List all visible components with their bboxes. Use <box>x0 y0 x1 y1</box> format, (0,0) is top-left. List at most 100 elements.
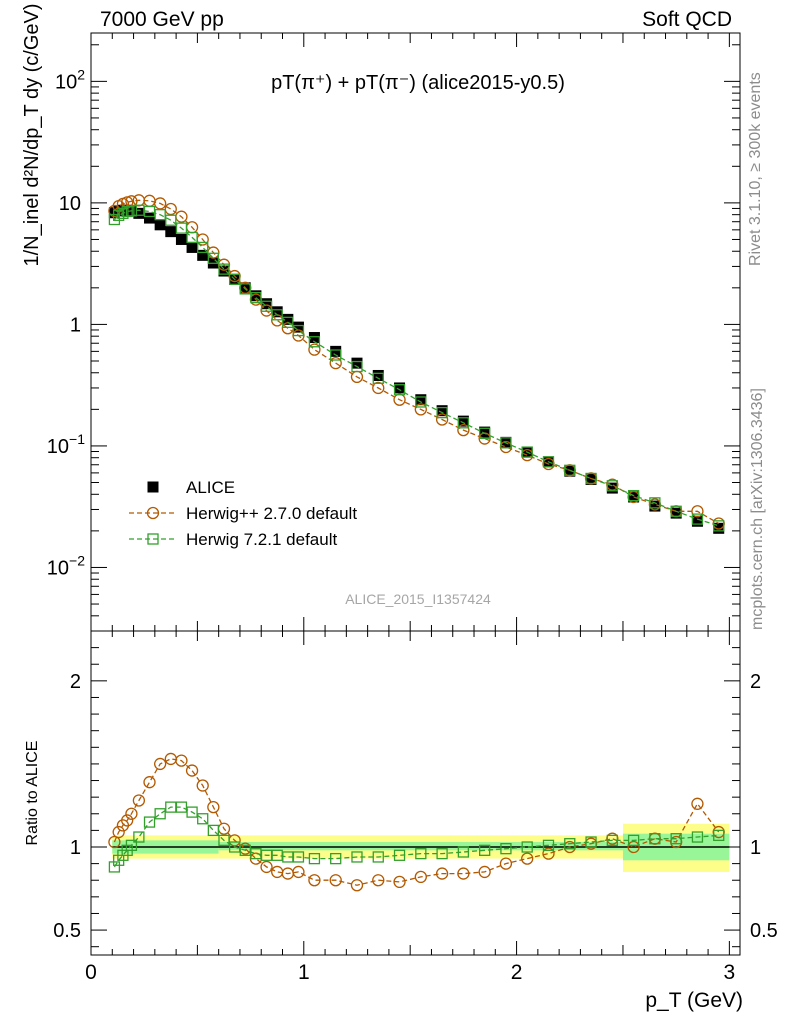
ratio-series-0-point <box>691 797 704 810</box>
x-axis-label: p_T (GeV) <box>645 989 743 1012</box>
series-2-point <box>521 446 533 458</box>
series-0-point <box>394 382 406 394</box>
series-0-point <box>282 313 294 325</box>
legend-label: Herwig 7.2.1 default <box>186 530 337 549</box>
ratio-series-0-point <box>125 807 138 820</box>
series-0-point <box>330 345 342 357</box>
ratio-series-1-point <box>108 861 121 873</box>
series-2-point <box>436 406 448 419</box>
series-0-point <box>649 500 661 512</box>
ratio-series-1-point <box>154 808 166 820</box>
series-2-point <box>260 300 273 312</box>
series-1-point <box>164 202 177 216</box>
series-0-point <box>133 207 145 219</box>
series-0-point <box>415 394 427 406</box>
ratio-series-1-point <box>564 838 576 850</box>
series-0-point <box>479 426 491 438</box>
series-0-point <box>218 265 230 277</box>
series-2-point <box>308 336 321 348</box>
ratio-series-1-point <box>393 849 406 861</box>
series-2-point <box>479 427 491 439</box>
series-2-point <box>415 396 427 408</box>
ratio-series-0-point <box>185 764 199 777</box>
series-0-point <box>197 249 209 261</box>
ratio-series-1-point <box>218 834 230 847</box>
ratio-series-0-line <box>113 758 720 886</box>
series-0-point <box>436 405 448 417</box>
x-tick-label: 2 <box>511 961 523 984</box>
series-2-point <box>713 520 725 532</box>
ratio-series-0-point <box>457 867 470 880</box>
analysis-watermark: ALICE_2015_I1357424 <box>345 591 491 607</box>
ratio-series-1-point <box>521 841 533 853</box>
ratio-series-0-point <box>175 754 188 767</box>
series-0-point <box>261 298 273 310</box>
series-2-point <box>627 489 640 502</box>
series-1-point <box>329 356 342 370</box>
y-tick-label: 10−2 <box>47 552 85 579</box>
series-2-point <box>113 209 125 221</box>
ratio-y-tick-label: 0.5 <box>53 920 81 942</box>
mcplots-label: mcplots.cern.ch [arXiv:1306.3436] <box>749 388 766 630</box>
legend-label: Herwig++ 2.7.0 default <box>186 504 357 523</box>
series-2-point <box>372 372 384 384</box>
series-2-point <box>207 252 220 264</box>
ratio-series-0-point <box>121 814 134 827</box>
ratio-series-0-point <box>393 875 406 889</box>
ratio-series-1-point <box>649 833 661 845</box>
ratio-series-0-point <box>499 857 513 870</box>
ratio-series-0-point <box>478 865 491 879</box>
ratio-y-tick-label-right: 0.5 <box>750 920 778 942</box>
ratio-series-1-point <box>585 836 597 848</box>
series-1-point <box>457 423 470 437</box>
ratio-series-0-point <box>260 860 273 874</box>
x-tick-label: 0 <box>85 961 97 984</box>
ratio-series-1-line <box>113 806 719 868</box>
ratio-series-0-point <box>292 865 305 879</box>
series-2-point <box>670 505 682 517</box>
ratio-series-0-point <box>112 825 125 839</box>
series-2-point <box>239 283 251 295</box>
ratio-series-1-point <box>713 829 725 842</box>
series-2-point <box>250 292 262 304</box>
series-1-line <box>113 199 720 525</box>
series-0-point <box>250 290 262 302</box>
ratio-series-0-point <box>521 852 534 865</box>
ratio-series-1-point <box>436 847 448 860</box>
series-0-point <box>154 219 166 231</box>
ratio-series-1-point <box>197 813 209 825</box>
series-1-point <box>691 505 704 518</box>
series-2-point <box>292 324 305 337</box>
series-0-point <box>713 522 725 534</box>
ratio-series-0-point <box>627 840 640 854</box>
ratio-series-0-point <box>414 870 427 884</box>
rivet-label: Rivet 3.1.10, ≥ 300k events <box>747 72 764 266</box>
series-0-point <box>372 369 384 381</box>
series-0-point <box>186 241 198 253</box>
y-tick-label: 10 <box>59 193 81 215</box>
ratio-frame <box>90 630 741 956</box>
ratio-series-1-point <box>351 851 363 863</box>
series-1-point <box>414 403 427 416</box>
ratio-series-1-point <box>542 839 555 851</box>
series-0-point <box>564 465 576 477</box>
series-2-point <box>457 417 470 429</box>
ratio-y-tick-label: 2 <box>70 671 81 693</box>
inner-uncertainty-band <box>218 842 623 851</box>
header-right: Soft QCD <box>642 8 732 31</box>
ratio-series-1-point <box>415 847 427 860</box>
ratio-series-1-point <box>670 833 682 845</box>
legend-marker <box>146 506 160 520</box>
series-1-point <box>372 381 385 395</box>
ratio-series-1-point <box>143 816 156 828</box>
ratio-series-1-point <box>457 846 470 858</box>
series-0-point <box>457 415 469 427</box>
series-0-point <box>585 473 597 485</box>
series-0-point <box>175 233 187 245</box>
ratio-series-0-point <box>329 874 342 887</box>
ratio-y-tick-label-right: 2 <box>750 671 761 693</box>
ratio-series-0-point <box>542 847 555 860</box>
ratio-series-1-point <box>308 852 321 865</box>
series-0-point <box>606 482 618 494</box>
